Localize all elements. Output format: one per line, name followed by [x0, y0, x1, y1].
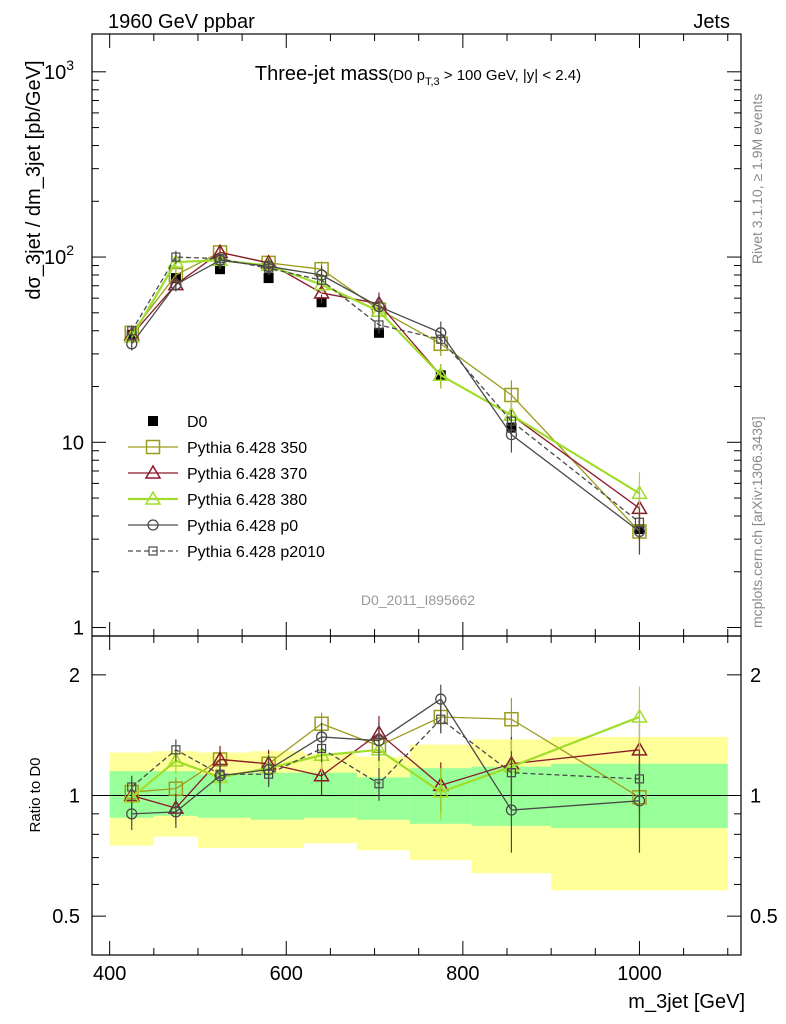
legend-marker — [148, 416, 158, 426]
legend-marker — [145, 439, 161, 455]
main-title: Three-jet mass(D0 pT,3 > 100 GeV, |y| < … — [255, 63, 581, 88]
ratio-point — [263, 769, 274, 779]
ratio-tick-label: 2 — [69, 665, 80, 687]
legend-label: Pythia 6.428 380 — [187, 492, 307, 509]
ratio-point — [127, 782, 137, 792]
ratio-point — [373, 735, 385, 747]
series-line — [131, 259, 640, 532]
ratio-point — [313, 767, 330, 782]
ratio-panel — [123, 684, 648, 853]
data-point — [316, 275, 327, 285]
legend-marker — [144, 490, 162, 505]
y-tick-label: 102 — [44, 242, 74, 269]
ratio-point — [505, 804, 518, 816]
legend: D0 Pythia 6.428 350 Pythia 6.428 370 Pythia… — [128, 414, 325, 561]
legend-label: Pythia 6.428 p0 — [187, 518, 298, 535]
data-point — [215, 264, 226, 275]
legend-entry: Pythia 6.428 350 — [128, 439, 307, 457]
ratio-tick-label: 1 — [69, 786, 80, 808]
ratio-tick-label-right: 2 — [750, 665, 761, 687]
series-line — [131, 251, 640, 532]
legend-label: D0 — [187, 414, 208, 431]
ratio-point — [631, 708, 648, 723]
legend-entry: D0 — [148, 414, 208, 431]
rivet-label: Rivet 3.1.10, ≥ 1.9M events — [749, 94, 765, 264]
y-tick-label: 1 — [73, 618, 84, 640]
ratio-point — [167, 752, 185, 767]
ratio-point — [215, 769, 225, 779]
data-point — [263, 263, 274, 273]
legend-entry: Pythia 6.428 p2010 — [128, 544, 325, 561]
x-tick-label: 800 — [446, 963, 479, 985]
data-point — [313, 284, 330, 299]
ratio-tick-label-right: 0.5 — [750, 906, 778, 928]
data-point — [171, 252, 181, 262]
header-left: 1960 GeV ppbar — [108, 11, 255, 33]
x-tick-label: 400 — [93, 963, 126, 985]
data-point — [170, 278, 182, 291]
legend-marker — [147, 519, 159, 531]
data-point — [506, 416, 517, 426]
mcplots-label: mcplots.cern.ch [arXiv:1306.3436] — [749, 416, 765, 628]
y-axis-label: dσ_3jet / dm_3jet [pb/GeV] — [23, 60, 45, 299]
series-2 — [123, 243, 648, 532]
y-tick-label: 103 — [44, 57, 74, 84]
x-axis-label: m_3jet [GeV] — [628, 991, 745, 1013]
legend-entry: Pythia 6.428 370 — [128, 464, 307, 483]
ratio-point — [316, 743, 327, 754]
ratio-point — [126, 808, 138, 820]
header-right: Jets — [693, 11, 730, 33]
ratio-point — [170, 806, 182, 818]
legend-label: Pythia 6.428 370 — [187, 466, 307, 483]
ratio-point — [504, 711, 519, 727]
axes: 400 600 800 1000 1 10 102 103 0.5 0.5 1 1 2 2 — [44, 33, 778, 985]
data-point — [373, 300, 385, 313]
series-5 — [127, 250, 645, 541]
data-point — [631, 484, 648, 500]
data-point — [432, 366, 450, 382]
data-point — [215, 254, 225, 264]
ratio-point — [436, 714, 446, 724]
legend-label: Pythia 6.428 p2010 — [187, 544, 325, 561]
legend-marker — [144, 464, 162, 479]
ratio-line — [131, 718, 640, 788]
analysis-id: D0_2011_I895662 — [361, 592, 475, 608]
ratio-point — [506, 768, 517, 778]
ratio-series-5 — [127, 706, 645, 814]
x-tick-label: 1000 — [617, 963, 662, 985]
data-point — [126, 338, 138, 350]
legend-marker — [148, 546, 158, 556]
legend-label: Pythia 6.428 350 — [187, 440, 307, 457]
legend-entry: Pythia 6.428 380 — [128, 490, 307, 509]
data-point — [374, 320, 384, 330]
x-tick-label: 600 — [270, 963, 303, 985]
ratio-tick-label: 0.5 — [52, 906, 80, 928]
ratio-point — [634, 774, 645, 784]
legend-entry: Pythia 6.428 p0 — [128, 518, 298, 535]
ratio-point — [432, 783, 450, 798]
main-panel — [123, 243, 648, 555]
ratio-y-axis-label: Ratio to D0 — [27, 757, 44, 832]
data-point — [634, 517, 645, 527]
series-line — [130, 259, 641, 495]
ratio-point — [435, 693, 447, 705]
ratio-point — [171, 745, 181, 755]
band-green — [250, 772, 304, 820]
y-tick-label: 10 — [62, 432, 84, 454]
ratio-point — [374, 779, 384, 789]
series-4 — [126, 252, 646, 555]
data-point — [127, 326, 137, 336]
ratio-tick-label-right: 1 — [750, 786, 761, 808]
ratio-uncertainty-bands — [92, 736, 741, 891]
data-point — [263, 273, 274, 284]
data-point — [436, 334, 446, 344]
